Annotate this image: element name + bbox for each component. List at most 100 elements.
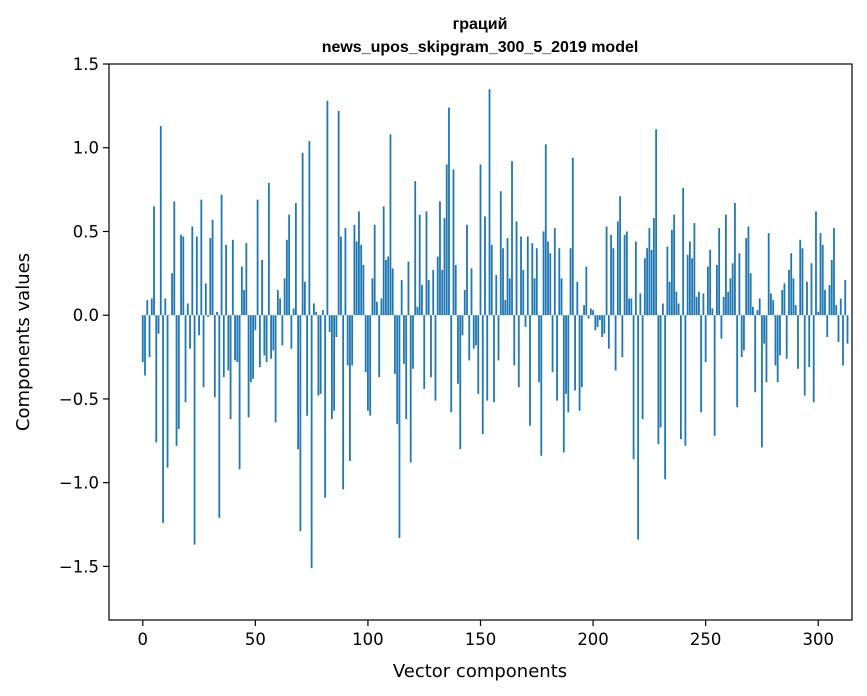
bar-197 bbox=[585, 266, 588, 316]
bar-39 bbox=[229, 315, 232, 420]
bar-269 bbox=[747, 226, 750, 316]
y-axis: 1.5 1.0 0.5 0.0 −0.5 −1.0 −1.5 bbox=[59, 55, 109, 576]
bar-163 bbox=[508, 278, 511, 316]
bar-275 bbox=[761, 315, 763, 448]
bar-162 bbox=[506, 238, 509, 316]
bar-21 bbox=[189, 315, 191, 349]
bar-222 bbox=[641, 315, 644, 420]
bar-196 bbox=[583, 305, 585, 316]
bar-95 bbox=[355, 241, 358, 316]
bar-302 bbox=[821, 244, 824, 316]
bar-120 bbox=[412, 315, 414, 369]
bar-183 bbox=[553, 228, 556, 316]
bar-213 bbox=[621, 315, 624, 358]
bar-281 bbox=[774, 315, 777, 366]
bar-33 bbox=[216, 311, 218, 316]
bar-105 bbox=[378, 315, 381, 378]
bar-245 bbox=[693, 223, 696, 316]
bar-230 bbox=[659, 315, 662, 428]
bar-291 bbox=[797, 315, 799, 369]
bar-132 bbox=[439, 201, 441, 316]
bar-125 bbox=[423, 315, 426, 389]
bar-157 bbox=[495, 275, 498, 316]
bar-227 bbox=[652, 218, 655, 316]
bar-88 bbox=[340, 236, 342, 316]
bar-300 bbox=[817, 311, 820, 316]
bar-86 bbox=[335, 315, 338, 337]
bar-172 bbox=[529, 315, 531, 426]
bar-43 bbox=[238, 315, 241, 470]
x-tick-label: 100 bbox=[352, 630, 384, 649]
bar-32 bbox=[213, 315, 216, 398]
x-tick-label: 250 bbox=[690, 630, 722, 649]
bar-4 bbox=[150, 298, 153, 316]
bar-57 bbox=[270, 315, 273, 359]
bar-72 bbox=[303, 281, 306, 316]
bar-237 bbox=[675, 291, 678, 316]
bar-242 bbox=[686, 254, 689, 316]
bar-195 bbox=[580, 315, 583, 388]
bar-101 bbox=[369, 315, 372, 416]
bar-14 bbox=[173, 201, 176, 316]
bar-0 bbox=[141, 315, 144, 363]
chart-title-line1: граций bbox=[453, 16, 508, 33]
bar-261 bbox=[729, 278, 732, 316]
bar-135 bbox=[445, 164, 448, 316]
bar-140 bbox=[457, 315, 459, 384]
bar-141 bbox=[459, 315, 462, 450]
bar-262 bbox=[731, 263, 734, 316]
bar-35 bbox=[220, 194, 223, 316]
bar-7 bbox=[157, 315, 160, 334]
bar-161 bbox=[504, 300, 507, 316]
bar-278 bbox=[767, 233, 770, 316]
bar-121 bbox=[414, 181, 417, 316]
bar-49 bbox=[252, 315, 254, 379]
bar-173 bbox=[531, 243, 534, 316]
bar-3 bbox=[148, 315, 151, 358]
bar-41 bbox=[234, 315, 236, 361]
bar-47 bbox=[247, 315, 250, 418]
bar-176 bbox=[538, 315, 540, 383]
bar-164 bbox=[511, 161, 513, 316]
bar-285 bbox=[783, 283, 786, 316]
bar-118 bbox=[407, 261, 410, 316]
bar-151 bbox=[481, 315, 484, 435]
bar-235 bbox=[670, 229, 673, 316]
bar-215 bbox=[625, 231, 628, 316]
bar-15 bbox=[175, 315, 178, 446]
bar-92 bbox=[349, 315, 351, 461]
bar-218 bbox=[632, 315, 635, 460]
bar-85 bbox=[333, 315, 336, 411]
y-tick-label: 0.0 bbox=[73, 306, 99, 325]
bar-73 bbox=[306, 315, 309, 416]
bar-292 bbox=[799, 239, 802, 316]
bar-180 bbox=[547, 241, 549, 316]
bar-68 bbox=[294, 203, 297, 316]
bar-81 bbox=[324, 315, 327, 498]
bar-71 bbox=[301, 152, 304, 316]
bar-191 bbox=[571, 157, 574, 316]
y-tick-label: −1.0 bbox=[59, 474, 99, 493]
bar-209 bbox=[612, 248, 615, 316]
bar-134 bbox=[443, 218, 446, 316]
bar-34 bbox=[218, 315, 221, 518]
bar-165 bbox=[513, 315, 516, 366]
bar-296 bbox=[808, 315, 811, 368]
bar-130 bbox=[434, 315, 437, 401]
y-tick-label: −0.5 bbox=[59, 390, 99, 409]
bar-174 bbox=[533, 278, 536, 316]
bar-138 bbox=[452, 169, 455, 316]
bar-247 bbox=[698, 291, 700, 316]
bar-29 bbox=[207, 315, 209, 317]
bar-143 bbox=[463, 290, 466, 316]
x-tick-label: 200 bbox=[577, 630, 609, 649]
bar-87 bbox=[337, 110, 340, 316]
bar-254 bbox=[713, 315, 716, 436]
bar-99 bbox=[364, 315, 367, 373]
bar-24 bbox=[195, 236, 198, 316]
bar-13 bbox=[171, 273, 173, 316]
bar-133 bbox=[441, 269, 444, 316]
bar-110 bbox=[389, 134, 392, 316]
bar-2 bbox=[146, 300, 149, 316]
